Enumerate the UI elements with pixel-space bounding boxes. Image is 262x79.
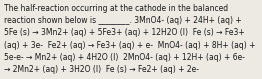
Text: → 2Mn2+ (aq) + 3H2O (l)  Fe (s) → Fe2+ (aq) + 2e-: → 2Mn2+ (aq) + 3H2O (l) Fe (s) → Fe2+ (a…: [4, 65, 199, 74]
Text: 5Fe (s) → 3Mn2+ (aq) + 5Fe3+ (aq) + 12H2O (l)  Fe (s) → Fe3+: 5Fe (s) → 3Mn2+ (aq) + 5Fe3+ (aq) + 12H2…: [4, 28, 245, 37]
Text: 5e-e- → Mn2+ (aq) + 4H2O (l)  2MnO4- (aq) + 12H+ (aq) + 6e-: 5e-e- → Mn2+ (aq) + 4H2O (l) 2MnO4- (aq)…: [4, 53, 245, 62]
Text: reaction shown below is ________. 3MnO4- (aq) + 24H+ (aq) +: reaction shown below is ________. 3MnO4-…: [4, 16, 242, 25]
Text: (aq) + 3e-  Fe2+ (aq) → Fe3+ (aq) + e-  MnO4- (aq) + 8H+ (aq) +: (aq) + 3e- Fe2+ (aq) → Fe3+ (aq) + e- Mn…: [4, 41, 255, 50]
Text: The half-reaction occurring at the cathode in the balanced: The half-reaction occurring at the catho…: [4, 4, 228, 13]
